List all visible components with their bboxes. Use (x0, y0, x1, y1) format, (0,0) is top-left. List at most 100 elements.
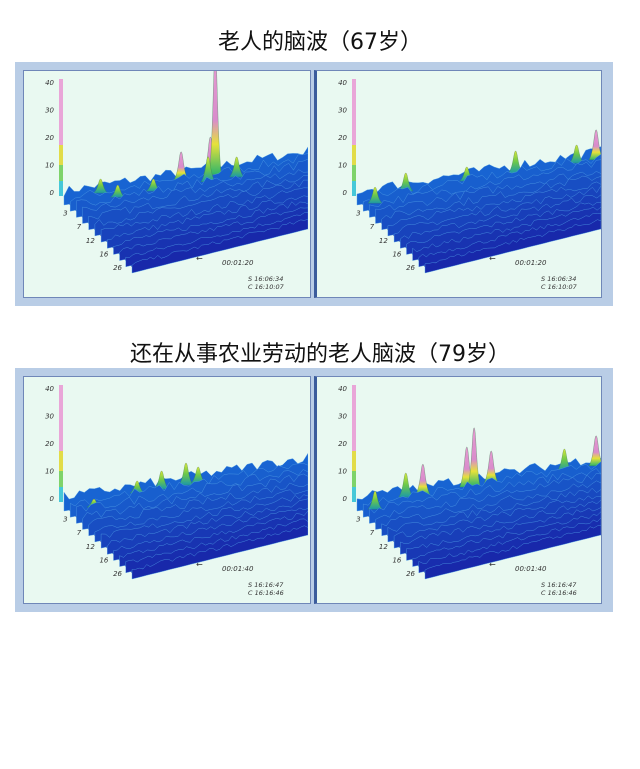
z-tick-label: 30 (45, 107, 54, 115)
depth-tick-label: 7 (77, 529, 82, 537)
z-tick-label: 10 (45, 468, 54, 476)
z-tick-label: 10 (338, 162, 347, 170)
time-arrow: ← (196, 560, 203, 569)
depth-tick-label: 7 (370, 223, 375, 231)
current-time: C 16:10:07 (541, 283, 578, 291)
depth-tick-label: 16 (99, 250, 108, 258)
start-time: S 16:06:34 (248, 275, 283, 283)
current-time: C 16:16:46 (541, 589, 577, 597)
depth-tick-label: 3 (63, 210, 67, 218)
color-bar (352, 79, 356, 145)
surface-peak (93, 178, 109, 194)
surface-peak (110, 184, 126, 198)
z-tick-label: 40 (45, 385, 54, 393)
surface-peak (367, 187, 383, 204)
color-bar (352, 165, 356, 181)
current-time: C 16:16:46 (248, 589, 284, 597)
depth-tick-label: 26 (406, 570, 415, 578)
surface-peak (154, 470, 169, 490)
depth-tick-label: 26 (406, 264, 415, 272)
depth-tick-label: 12 (86, 237, 95, 245)
time-arrow: ← (489, 254, 496, 263)
time-label: 00:01:20 (222, 259, 254, 267)
depth-tick-label: 26 (113, 264, 122, 272)
z-tick-label: 0 (343, 189, 348, 197)
color-bar (352, 181, 356, 196)
depth-tick-label: 3 (356, 210, 360, 218)
color-bar (59, 451, 63, 471)
surface-peak (398, 472, 414, 498)
depth-tick-label: 12 (379, 237, 388, 245)
depth-tick-label: 3 (356, 516, 360, 524)
color-bar (352, 385, 356, 451)
surface-peak (178, 462, 194, 486)
surface-peak (415, 464, 431, 495)
start-time: S 16:06:34 (541, 275, 576, 283)
eeg-plot: 40 30 20 10 0 3 7 12 16 26 ← 00:01:40 S 16:16:47C 16… (338, 385, 604, 597)
z-tick-label: 10 (45, 162, 54, 170)
depth-tick-label: 16 (392, 556, 401, 564)
eeg-plot: 40 30 20 10 0 3 7 12 16 26 ← 00:01:20 S 16:06:34C 16… (45, 54, 309, 291)
depth-tick-label: 7 (370, 529, 375, 537)
z-tick-label: 20 (45, 134, 54, 142)
z-tick-label: 40 (338, 385, 347, 393)
current-time: C 16:10:07 (248, 283, 285, 291)
z-tick-label: 30 (338, 413, 347, 421)
color-bar (352, 471, 356, 487)
depth-tick-label: 12 (379, 543, 388, 551)
surface-peak (200, 156, 216, 182)
z-tick-label: 40 (45, 79, 54, 87)
surface-peak (588, 435, 604, 466)
eeg-panel: 40 30 20 10 0 3 7 12 16 26 ← 00:01:20 S 16:06:34 C 16… (23, 54, 311, 298)
z-tick-label: 0 (50, 189, 55, 197)
color-bar (59, 385, 63, 451)
color-bar (59, 79, 63, 145)
depth-tick-label: 3 (63, 516, 67, 524)
surface-peak (367, 491, 383, 510)
eeg-plot: 40 30 20 10 0 3 7 12 16 26 ← 00:01:20 S 16:06:34C 16… (338, 79, 604, 291)
surface-peak (209, 54, 222, 175)
z-tick-label: 0 (343, 495, 348, 503)
time-label: 00:01:20 (515, 259, 547, 267)
figure-title: 老人的脑波（67岁） (218, 30, 422, 55)
z-tick-label: 40 (338, 79, 347, 87)
z-tick-label: 0 (50, 495, 55, 503)
figure-frame: 40 30 20 10 0 3 7 12 16 26 ← 00:01:20 S 16:06:34 C 16… (15, 54, 613, 306)
color-bar (352, 451, 356, 471)
z-tick-label: 20 (45, 440, 54, 448)
time-label: 00:01:40 (222, 565, 254, 573)
eeg-plot: 40 30 20 10 0 3 7 12 16 26 ← 00:01:40 S 16:16:47C 16… (45, 385, 309, 597)
color-bar (59, 145, 63, 165)
z-tick-label: 30 (45, 413, 54, 421)
color-bar (352, 145, 356, 165)
surface-peak (467, 427, 481, 486)
z-tick-label: 10 (338, 468, 347, 476)
surface-peak (398, 172, 414, 192)
z-tick-label: 20 (338, 134, 347, 142)
color-bar (59, 487, 63, 502)
color-bar (59, 471, 63, 487)
color-bar (59, 165, 63, 181)
depth-tick-label: 12 (86, 543, 95, 551)
time-arrow: ← (196, 254, 203, 263)
start-time: S 16:16:47 (248, 581, 284, 589)
depth-tick-label: 26 (113, 570, 122, 578)
surface-peak (588, 129, 604, 160)
time-arrow: ← (489, 560, 496, 569)
eeg-panel: 40 30 20 10 0 3 7 12 16 26 ← 00:01:40 S 16:16:47 C 16… (314, 376, 604, 604)
surface-peak (173, 151, 189, 180)
z-tick-label: 30 (338, 107, 347, 115)
start-time: S 16:16:47 (541, 581, 577, 589)
eeg-panel: 40 30 20 10 0 3 7 12 16 26 ← 00:01:20 S 16:06:34 C 16… (314, 70, 604, 298)
color-bar (59, 181, 63, 196)
surface-peak (483, 450, 499, 484)
color-bar (352, 487, 356, 502)
eeg-panel: 40 30 20 10 0 3 7 12 16 26 ← 00:01:40 S 16:16:47 C 16… (23, 376, 311, 604)
depth-tick-label: 16 (99, 556, 108, 564)
depth-tick-label: 16 (392, 250, 401, 258)
surface-peak (569, 144, 584, 164)
surface-peak (229, 156, 244, 178)
figure-frame: 40 30 20 10 0 3 7 12 16 26 ← 00:01:40 S 16:16:47 C 16… (15, 368, 613, 612)
depth-tick-label: 7 (77, 223, 82, 231)
